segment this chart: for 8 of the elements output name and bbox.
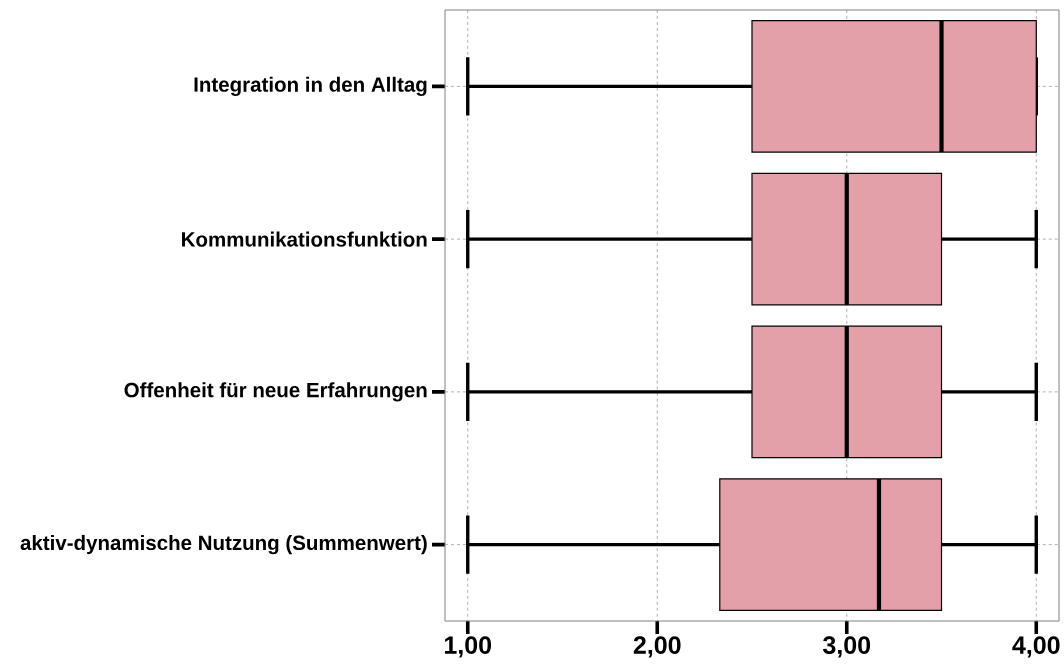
x-tick-label: 3,00: [823, 636, 871, 658]
y-tick-label: aktiv-dynamische Nutzung (Summenwert): [20, 535, 427, 555]
x-tick-label: 1,00: [444, 636, 492, 658]
x-tick-label: 2,00: [633, 636, 681, 658]
y-tick-label: Offenheit für neue Erfahrungen: [124, 382, 427, 402]
x-tick-label: 4,00: [1012, 636, 1060, 658]
y-tick-label: Integration in den Alltag: [194, 76, 427, 96]
y-tick-label: Kommunikationsfunktion: [182, 231, 427, 247]
